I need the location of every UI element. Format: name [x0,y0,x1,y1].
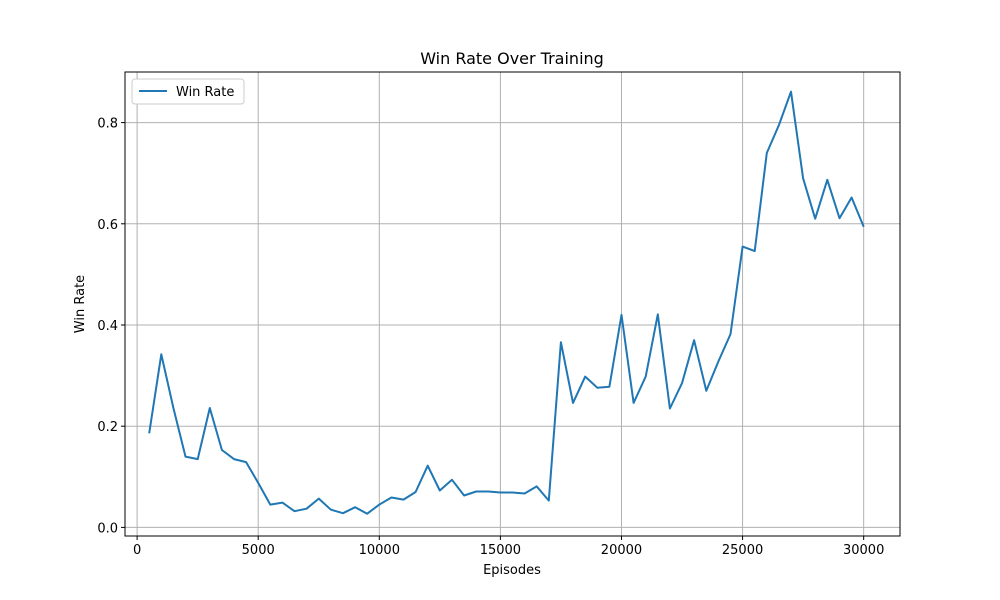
data-point [536,486,537,487]
data-point [415,492,416,493]
data-point [391,497,392,498]
data-point [209,408,210,409]
data-point [512,492,513,493]
data-point [621,314,622,315]
x-tick-label: 10000 [359,543,400,558]
data-point [791,91,792,92]
data-point [548,500,549,501]
data-point [427,465,428,466]
data-point [403,499,404,500]
data-point [585,376,586,377]
chart-title: Win Rate Over Training [420,49,604,68]
data-point [452,479,453,480]
legend-box [131,78,245,105]
data-point [367,513,368,514]
data-point [815,218,816,219]
data-point [500,492,501,493]
data-point [161,354,162,355]
data-point [524,493,525,494]
data-point [282,502,283,503]
data-point [827,179,828,180]
x-tick-label: 5000 [242,543,275,558]
data-point [645,376,646,377]
data-point [476,491,477,492]
data-point [863,226,864,227]
data-point [197,459,198,460]
x-tick-label: 25000 [722,543,763,558]
grid [125,72,900,536]
data-point [318,498,319,499]
data-point [803,178,804,179]
x-tick-label: 20000 [601,543,642,558]
data-point [851,197,852,198]
data-point [221,450,222,451]
data-point [778,125,779,126]
data-point [173,408,174,409]
series-layer [148,90,865,515]
data-point [355,507,356,508]
data-point [730,334,731,335]
legend: Win Rate [131,78,245,105]
data-point [464,495,465,496]
data-point [330,509,331,510]
y-axis-ticks: 0.0 0.2 0.4 0.6 0.8 [97,117,125,536]
data-point [560,342,561,343]
y-axis-label: Win Rate [73,275,88,333]
data-point [694,340,695,341]
series-line-win-rate [148,90,865,515]
data-point [379,504,380,505]
data-point [657,314,658,315]
plot-frame [124,71,901,537]
legend-label: Win Rate [176,85,234,100]
x-tick-label: 15000 [480,543,521,558]
data-point [754,251,755,252]
data-point [294,511,295,512]
data-point [439,490,440,491]
data-point [609,386,610,387]
y-tick-label: 0.0 [97,521,118,536]
data-point [488,491,489,492]
data-point [306,508,307,509]
data-point [766,153,767,154]
data-point [633,402,634,403]
data-point [669,408,670,409]
data-point [270,504,271,505]
y-tick-label: 0.6 [97,218,118,233]
data-point [682,383,683,384]
data-point [149,433,150,434]
x-tick-label: 30000 [843,543,884,558]
data-point [234,459,235,460]
y-tick-label: 0.8 [97,117,118,132]
y-tick-label: 0.2 [97,420,118,435]
data-point [718,361,719,362]
x-tick-label: 0 [133,543,141,558]
data-point [597,387,598,388]
data-point [343,513,344,514]
data-point [706,390,707,391]
data-point [246,462,247,463]
data-point [742,246,743,247]
data-point [573,402,574,403]
y-tick-label: 0.4 [97,319,118,334]
data-point [185,456,186,457]
x-axis-ticks: 0 5000 10000 15000 20000 25000 30000 [133,536,884,558]
data-point [258,482,259,483]
data-point [839,218,840,219]
x-axis-label: Episodes [483,563,541,578]
